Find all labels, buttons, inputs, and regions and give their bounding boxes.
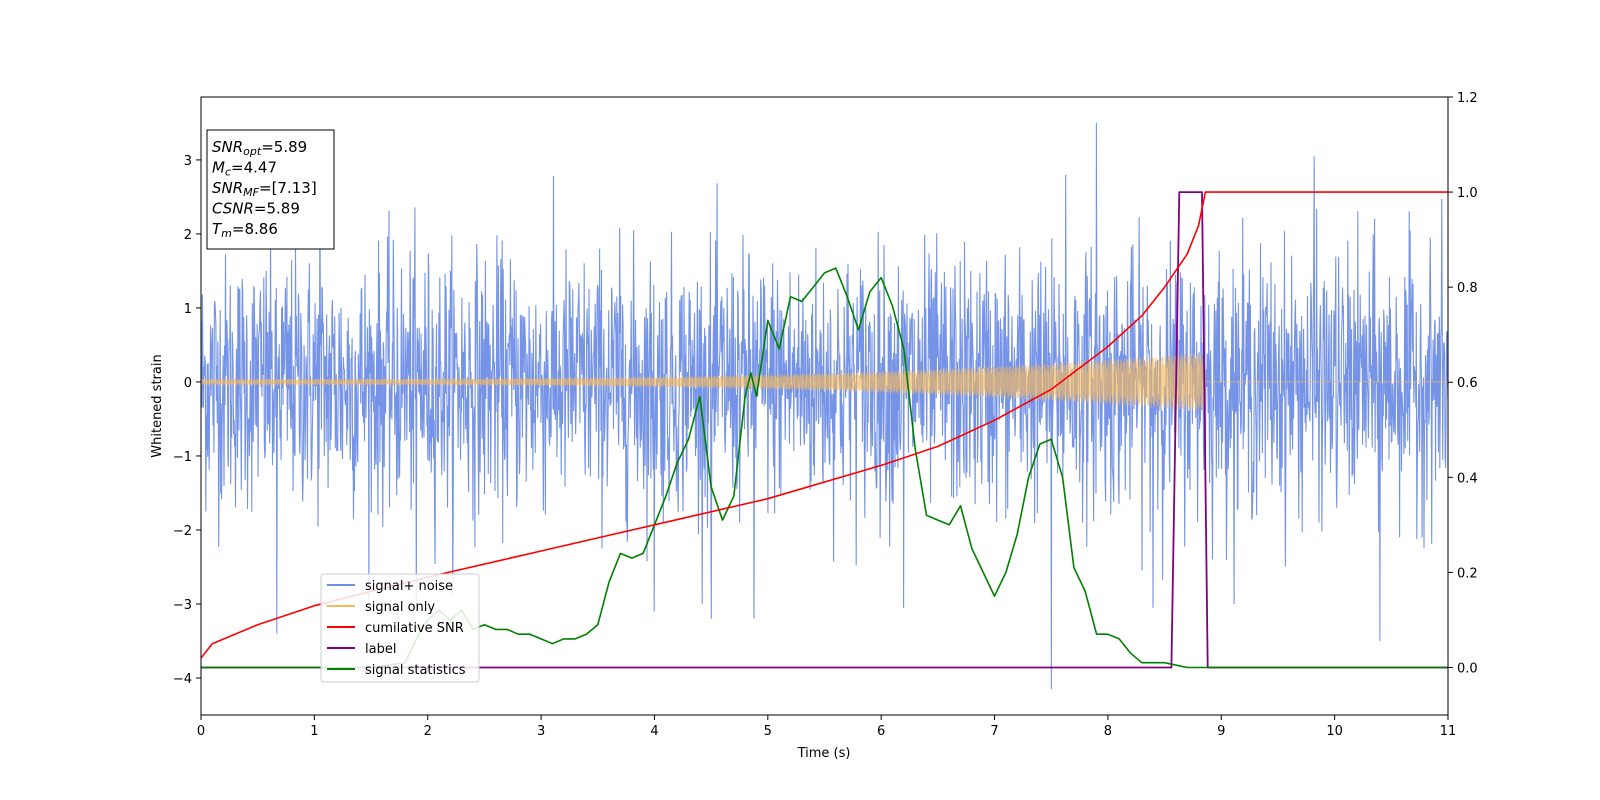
x-tick-label: 4 bbox=[650, 724, 658, 739]
y-axis-left: −4 −3 −2 −1 0 1 2 3 bbox=[173, 154, 201, 687]
x-tick-label: 9 bbox=[1217, 724, 1225, 739]
y2-tick-label: 0.8 bbox=[1457, 281, 1478, 296]
x-tick-label: 3 bbox=[537, 724, 545, 739]
series-signal-statistics-line bbox=[201, 267, 1448, 669]
info-box-line: CSNR=5.89 bbox=[212, 200, 300, 218]
x-tick-label: 7 bbox=[990, 724, 998, 739]
y-tick-label: −4 bbox=[173, 672, 192, 687]
legend-entry: cumilative SNR bbox=[365, 621, 464, 636]
axes-frame bbox=[200, 96, 1449, 716]
info-box-line: Mc=4.47 bbox=[212, 159, 277, 179]
y2-tick-label: 1.0 bbox=[1457, 186, 1478, 201]
legend-frame bbox=[320, 573, 480, 683]
legend-entry: label bbox=[365, 642, 396, 657]
x-tick-label: 6 bbox=[877, 724, 885, 739]
y2-tick-label: 0.0 bbox=[1457, 661, 1478, 676]
x-tick-label: 1 bbox=[310, 724, 318, 739]
y2-tick-label: 1.2 bbox=[1457, 91, 1478, 106]
y-tick-label: −2 bbox=[173, 524, 192, 539]
x-tick-label: 11 bbox=[1440, 724, 1457, 739]
info-box-line: SNRMF=[7.13] bbox=[212, 179, 317, 199]
y-tick-label: 3 bbox=[184, 154, 192, 169]
y-tick-label: −1 bbox=[173, 450, 192, 465]
x-axis: 0 1 2 3 4 5 6 7 8 9 10 11 bbox=[197, 715, 1456, 739]
x-tick-label: 8 bbox=[1104, 724, 1112, 739]
y-tick-label: 1 bbox=[184, 302, 192, 317]
y-axis-right: 0.0 0.2 0.4 0.6 0.8 1.0 1.2 bbox=[1448, 91, 1478, 676]
legend-entry: signal+ noise bbox=[365, 579, 453, 594]
y2-tick-label: 0.6 bbox=[1457, 376, 1478, 391]
x-axis-label: Time (s) bbox=[797, 746, 851, 761]
info-box-frame bbox=[206, 129, 335, 250]
x-tick-label: 10 bbox=[1326, 724, 1343, 739]
y-tick-label: −3 bbox=[173, 598, 192, 613]
legend: signal+ noise signal only cumilative SNR la… bbox=[320, 573, 480, 683]
legend-entry: signal statistics bbox=[365, 663, 466, 678]
y-axis-label: Whitened strain bbox=[150, 354, 165, 457]
y-tick-label: 0 bbox=[184, 376, 192, 391]
info-box-line: Tm=8.86 bbox=[212, 220, 278, 240]
x-tick-label: 0 bbox=[197, 724, 205, 739]
y2-tick-label: 0.2 bbox=[1457, 566, 1478, 581]
x-tick-label: 2 bbox=[424, 724, 432, 739]
series-signal-only-line bbox=[201, 352, 1448, 412]
x-tick-label: 5 bbox=[764, 724, 772, 739]
info-box-line: SNRopt=5.89 bbox=[212, 138, 307, 158]
plot-area bbox=[201, 122, 1448, 690]
series-signal-noise-line bbox=[201, 122, 1448, 690]
y2-tick-label: 0.4 bbox=[1457, 471, 1478, 486]
y-tick-label: 2 bbox=[184, 228, 192, 243]
legend-entry: signal only bbox=[365, 600, 435, 615]
